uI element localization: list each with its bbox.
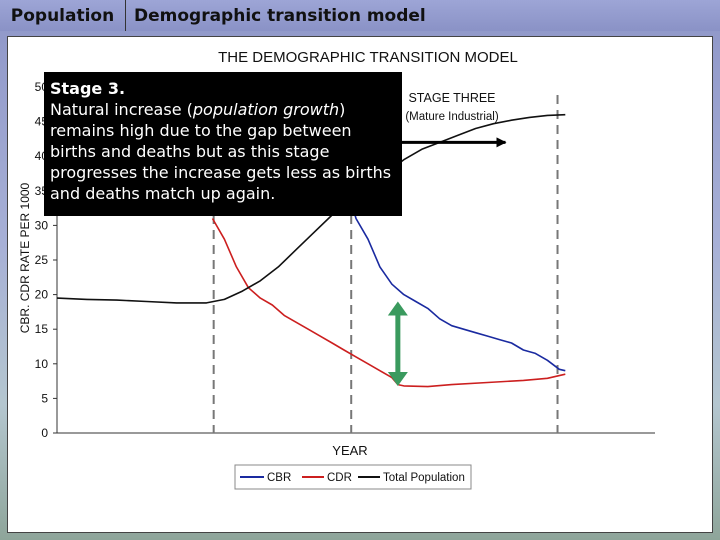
gap-arrow-head-top bbox=[387, 301, 408, 316]
legend-box bbox=[234, 464, 472, 490]
callout-text-italic: population growth bbox=[192, 100, 340, 119]
stage-label-title: STAGE THREE bbox=[408, 91, 495, 105]
y-tick-label: 0 bbox=[41, 426, 48, 440]
section-label: Population bbox=[0, 0, 126, 31]
title-bar: Population Demographic transition model bbox=[0, 0, 720, 31]
callout-text-before: Natural increase ( bbox=[50, 100, 193, 119]
y-tick-label: 5 bbox=[41, 391, 48, 405]
y-tick-label: 20 bbox=[35, 288, 49, 302]
slide-title: Demographic transition model bbox=[134, 5, 426, 26]
y-tick-label: 15 bbox=[35, 322, 49, 336]
stage-three-callout: Stage 3. Natural increase (population gr… bbox=[44, 72, 402, 216]
chart-title: THE DEMOGRAPHIC TRANSITION MODEL bbox=[218, 49, 518, 66]
legend-label: CBR bbox=[267, 472, 291, 484]
legend-label: Total Population bbox=[383, 472, 465, 484]
series-line-cdr bbox=[211, 218, 566, 388]
gap-arrow-head-bottom bbox=[387, 371, 408, 386]
stage-label-subtitle: (Mature Industrial) bbox=[405, 111, 498, 123]
callout-text-after: ) remains high due to the gap between bi… bbox=[50, 100, 392, 203]
y-tick-label: 25 bbox=[35, 253, 49, 267]
callout-heading: Stage 3. bbox=[50, 79, 126, 98]
y-tick-label: 30 bbox=[35, 218, 49, 232]
callout-text: Natural increase (population growth) rem… bbox=[50, 99, 396, 204]
legend-label: CDR bbox=[327, 472, 352, 484]
x-axis-label: YEAR bbox=[332, 443, 367, 458]
y-axis-label: CBR. CDR RATE PER 1000 bbox=[18, 182, 32, 333]
y-tick-label: 10 bbox=[35, 357, 49, 371]
